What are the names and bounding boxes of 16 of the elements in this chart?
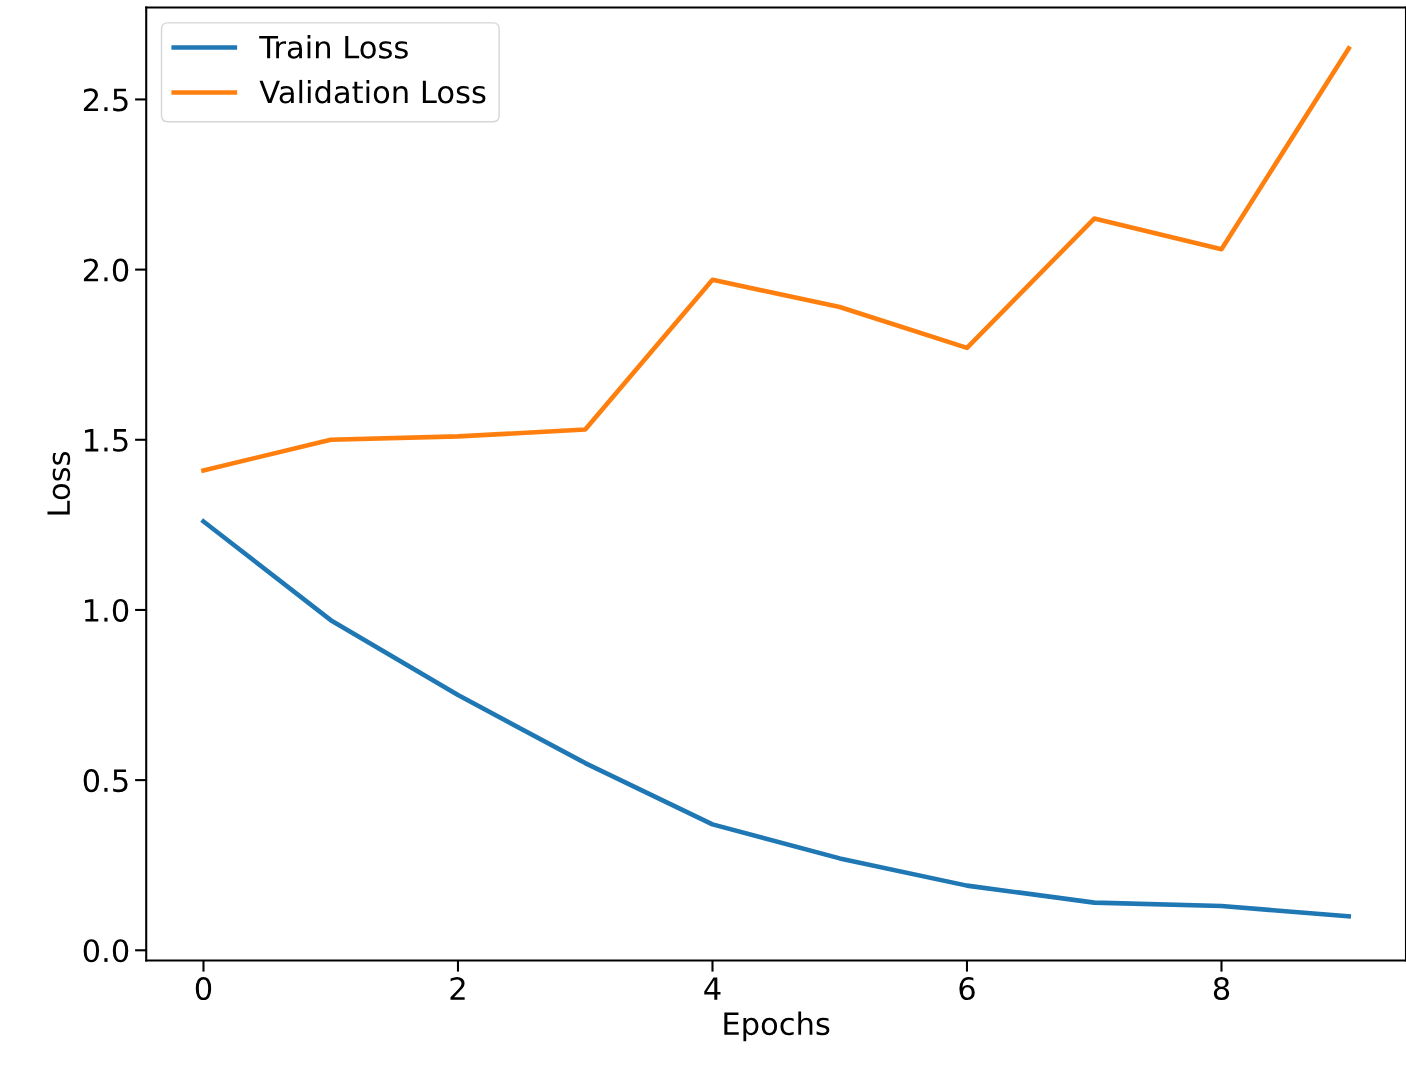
x-tick-label: 8 <box>1213 977 1230 1001</box>
y-axis-title: Loss <box>47 452 71 515</box>
y-tick-label: 2.5 <box>83 88 128 112</box>
y-tick-label: 1.5 <box>85 429 128 452</box>
legend-label: Train Loss <box>259 35 408 59</box>
y-tick-label: 0.5 <box>83 769 128 793</box>
y-tick-label: 0.0 <box>83 939 129 963</box>
x-tick-label: 2 <box>450 977 465 1000</box>
x-tick-label: 6 <box>959 977 975 1001</box>
x-axis-title: Epochs <box>724 1011 830 1042</box>
legend-label: Validation Loss <box>259 79 486 104</box>
line-series <box>201 519 1352 919</box>
x-tick-label: 4 <box>704 977 721 1000</box>
y-tick-label: 1.0 <box>85 598 129 622</box>
y-tick-label: 2.0 <box>83 258 129 282</box>
x-tick-label: 0 <box>195 977 212 1001</box>
